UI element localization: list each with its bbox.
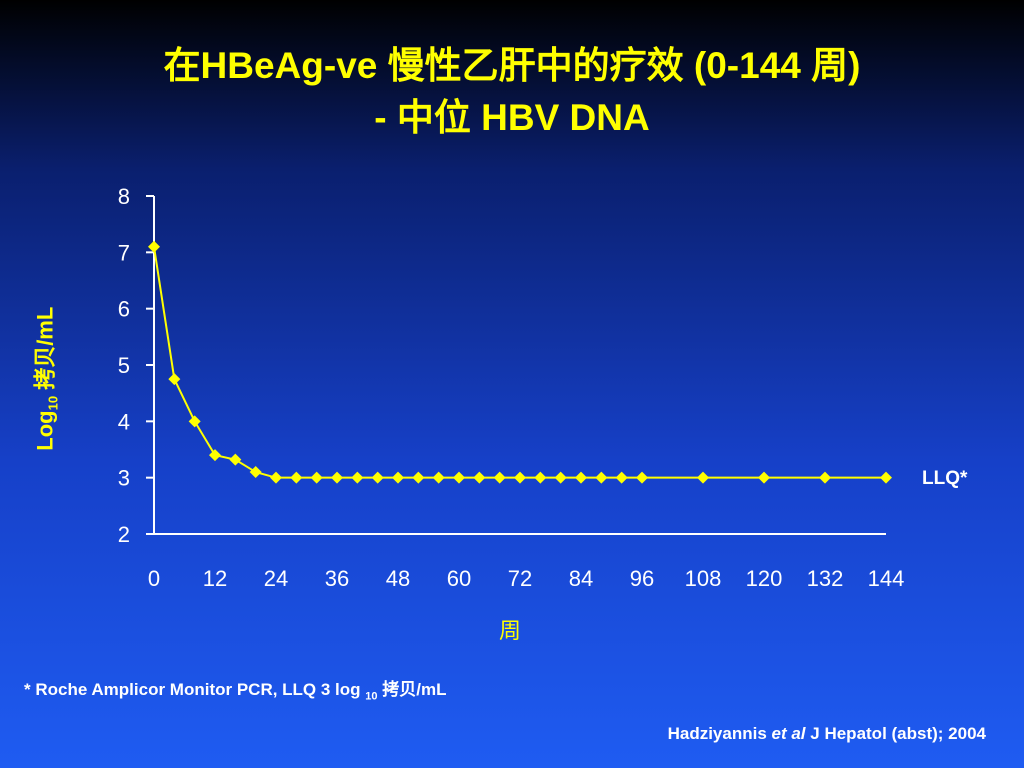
data-point-marker [534,471,547,484]
x-tick-label: 12 [203,566,227,591]
data-point-marker [758,471,770,484]
title-line-1: 在HBeAg-ve 慢性乙肝中的疗效 (0-144 周) [0,40,1024,92]
data-point-marker [249,466,262,479]
data-point-marker [371,471,384,484]
title-main: HBeAg-ve 慢性乙肝中的疗效 (0-144 周) [200,45,861,86]
y-label-subscript: 10 [45,395,61,411]
y-axis-label: Log10 拷贝/mL [27,269,60,489]
y-tick-label: 4 [118,409,130,434]
data-point-marker [351,471,364,484]
data-point-marker [615,471,628,484]
y-label-log: Log [32,410,58,451]
footnote: * Roche Amplicor Monitor PCR, LLQ 3 log … [24,675,446,702]
title-line-2: - 中位 HBV DNA [374,97,650,138]
y-tick-label: 7 [118,240,130,265]
data-point-marker [453,471,465,484]
x-tick-label: 72 [508,566,532,591]
x-tick-label: 24 [264,566,288,591]
x-tick-label: 120 [746,566,783,591]
x-tick-label: 84 [569,566,593,591]
y-tick-label: 3 [118,466,130,491]
data-point-marker [595,471,608,484]
data-point-marker [493,471,506,484]
x-tick-label: 60 [447,566,471,591]
data-point-marker [290,471,303,484]
y-tick-label: 2 [118,522,130,547]
data-point-marker [473,471,486,484]
y-tick-label: 5 [118,353,130,378]
x-tick-label: 132 [807,566,844,591]
citation-journal: J Hepatol (abst); 2004 [805,724,986,743]
y-label-unit: 拷贝/mL [32,306,58,396]
x-axis-label: 周 [498,618,521,643]
data-point-marker [188,415,201,428]
footnote-subscript: 10 [365,690,378,703]
data-point-marker [331,471,343,484]
y-tick-label: 6 [118,297,130,322]
series-line [153,246,886,479]
data-point-marker [432,471,445,484]
data-point-marker [392,471,404,484]
data-point-marker [270,471,282,484]
footnote-text: * Roche Amplicor Monitor PCR, LLQ 3 log [24,680,366,699]
x-tick-label: 36 [325,566,349,591]
data-point-marker [697,471,709,484]
slide-title: 在HBeAg-ve 慢性乙肝中的疗效 (0-144 周) - 中位 HBV DN… [0,40,1024,144]
data-point-marker [310,471,323,484]
data-point-marker [554,471,567,484]
data-point-marker [229,453,242,466]
llq-label: LLQ* [922,468,968,489]
data-point-marker [819,471,831,484]
x-tick-label: 144 [868,566,905,591]
data-point-marker [514,471,526,484]
data-point-marker [575,471,587,484]
data-point-marker [148,240,160,253]
data-point-marker [880,471,892,484]
y-tick-label: 8 [118,184,130,209]
data-point-marker [209,449,221,462]
data-point-marker [168,373,181,386]
citation: Hadziyannis et al J Hepatol (abst); 2004 [668,724,986,744]
data-point-marker [412,471,425,484]
citation-author: Hadziyannis [667,724,772,743]
x-tick-label: 0 [148,566,160,591]
title-prefix: 在 [163,45,201,86]
x-tick-label: 96 [630,566,654,591]
data-point-marker [636,471,648,484]
x-tick-label: 108 [685,566,722,591]
x-tick-label: 48 [386,566,410,591]
footnote-unit: 拷贝/mL [377,680,447,699]
citation-etal: et al [771,724,806,743]
